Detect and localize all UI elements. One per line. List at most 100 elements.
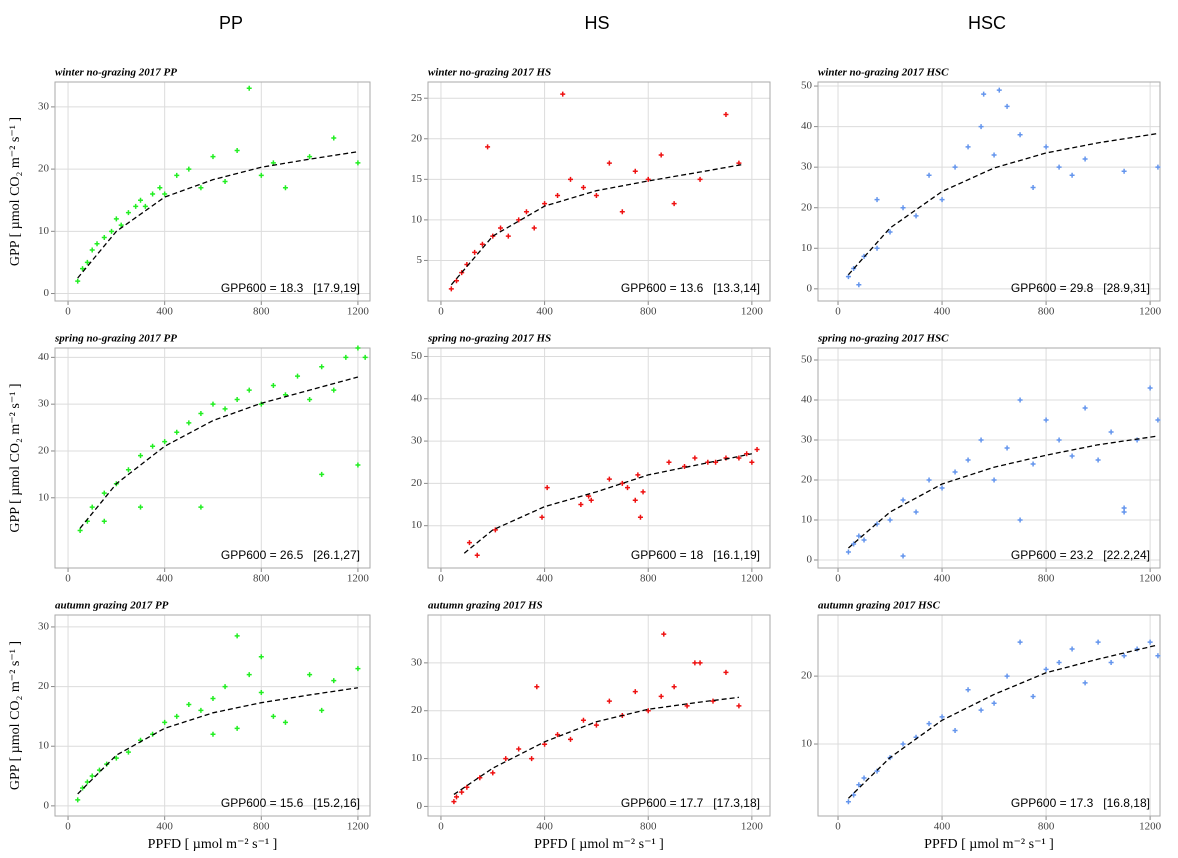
- x-tick-label: 800: [253, 821, 270, 833]
- point: [1056, 164, 1062, 170]
- x-tick-label: 400: [536, 306, 553, 318]
- point: [900, 205, 906, 211]
- point: [89, 773, 95, 779]
- point: [94, 241, 100, 247]
- x-tick-label: 0: [438, 306, 444, 318]
- x-tick-label: 1200: [1139, 573, 1162, 585]
- point: [234, 147, 240, 153]
- point: [84, 259, 90, 265]
- point: [331, 678, 337, 684]
- point: [355, 345, 361, 351]
- point: [851, 541, 857, 547]
- point: [448, 286, 454, 292]
- point: [606, 476, 612, 482]
- point: [498, 225, 504, 231]
- point: [1147, 385, 1153, 391]
- point: [210, 731, 216, 737]
- fit-line: [77, 151, 359, 279]
- point: [198, 707, 204, 713]
- y-tick-label: 20: [801, 670, 813, 682]
- point: [295, 373, 301, 379]
- point: [1017, 397, 1023, 403]
- y-tick-label: 25: [411, 92, 423, 104]
- point: [307, 154, 313, 160]
- point: [900, 741, 906, 747]
- point: [101, 235, 107, 241]
- point: [555, 193, 561, 199]
- point: [210, 696, 216, 702]
- point: [926, 172, 932, 178]
- point: [692, 455, 698, 461]
- y-tick-label: 10: [38, 491, 50, 503]
- point: [142, 203, 148, 209]
- annotation: GPP600 = 15.6 [15.2,16]: [221, 796, 360, 810]
- point: [362, 354, 368, 360]
- fit-line: [848, 435, 1159, 549]
- x-tick-label: 800: [253, 306, 270, 318]
- y-tick-label: 10: [801, 738, 813, 750]
- chart-title: winter no-grazing 2017 HSC: [818, 67, 949, 79]
- annotation: GPP600 = 26.5 [26.1,27]: [221, 548, 360, 562]
- point: [246, 387, 252, 393]
- point: [474, 552, 480, 558]
- point: [588, 497, 594, 503]
- x-tick-label: 0: [65, 306, 71, 318]
- point: [492, 527, 498, 533]
- point: [186, 420, 192, 426]
- plot-frame: [427, 614, 771, 817]
- x-tick-label: 400: [934, 821, 951, 833]
- point: [459, 270, 465, 276]
- point: [845, 274, 851, 280]
- y-tick-label: 40: [411, 392, 423, 404]
- y-tick-label: 30: [411, 656, 423, 668]
- y-tick-label: 0: [44, 799, 50, 811]
- point: [138, 504, 144, 510]
- annotation: GPP600 = 17.7 [17.3,18]: [621, 796, 760, 810]
- point: [1082, 680, 1088, 686]
- point: [355, 462, 361, 468]
- point: [1082, 405, 1088, 411]
- point: [640, 489, 646, 495]
- point: [331, 387, 337, 393]
- x-tick-label: 1200: [1139, 306, 1162, 318]
- point: [355, 666, 361, 672]
- point: [981, 91, 987, 97]
- point: [580, 717, 586, 723]
- fit-line: [77, 687, 359, 795]
- point: [138, 197, 144, 203]
- point: [965, 457, 971, 463]
- annotation: GPP600 = 17.3 [16.8,18]: [1011, 796, 1150, 810]
- point: [162, 439, 168, 445]
- point: [568, 176, 573, 182]
- point: [454, 278, 459, 284]
- point: [319, 364, 325, 370]
- point: [1095, 457, 1101, 463]
- point: [1004, 445, 1010, 451]
- point: [697, 176, 703, 182]
- point: [246, 672, 252, 678]
- point: [490, 770, 496, 776]
- y-tick-label: 30: [38, 620, 50, 632]
- point: [856, 533, 862, 539]
- y-tick-label: 30: [411, 435, 423, 447]
- fit-line: [453, 696, 739, 796]
- point: [1069, 646, 1075, 652]
- point: [210, 154, 216, 160]
- point: [503, 756, 509, 762]
- y-tick-label: 40: [801, 394, 813, 406]
- plot-frame: [54, 347, 371, 569]
- point: [1095, 639, 1101, 645]
- point: [710, 698, 716, 704]
- point: [606, 698, 612, 704]
- annotation: GPP600 = 13.6 [13.3,14]: [621, 281, 760, 295]
- plot-area: [818, 82, 1160, 301]
- chart-title: spring no-grazing 2017 PP: [54, 333, 177, 345]
- point: [343, 354, 349, 360]
- point: [113, 216, 119, 222]
- point: [965, 687, 971, 693]
- column-header: PP: [219, 13, 243, 33]
- plot-area: [818, 348, 1160, 568]
- point: [174, 172, 180, 178]
- point: [593, 722, 599, 728]
- point: [138, 453, 144, 459]
